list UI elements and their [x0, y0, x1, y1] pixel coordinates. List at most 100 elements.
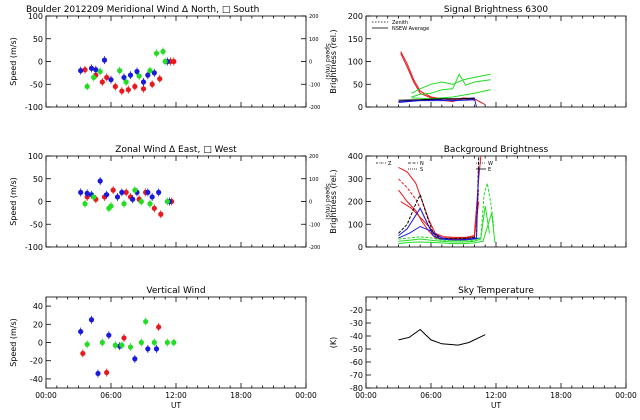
sky-frame: [365, 296, 627, 389]
vertical-point: [127, 344, 134, 350]
meridional-point: [104, 74, 110, 81]
meridional-point: [162, 58, 168, 65]
sky-xlabel: UT: [491, 401, 501, 410]
signal-series-line: [398, 98, 475, 101]
background-series-line: [398, 167, 480, 241]
zonal-point: [78, 189, 84, 195]
vertical-point: [171, 339, 177, 346]
meridional-title: Boulder 2012209 Meridional Wind Δ North,…: [26, 5, 259, 15]
meridional-point: [125, 87, 131, 93]
vertical-point: [119, 342, 125, 348]
sky-ytick-label: -60: [350, 358, 363, 367]
zonal-ytick-label: 0: [38, 198, 43, 207]
background-series-line: [398, 206, 490, 243]
meridional-point: [153, 50, 160, 56]
meridional-point: [134, 68, 140, 75]
sky-ytick-label: -70: [350, 371, 363, 380]
zonal-point: [138, 198, 144, 205]
legend-zenith-label: Zenith: [392, 20, 408, 26]
vertical-point: [80, 350, 86, 357]
meridional-point: [127, 72, 134, 78]
zonal-point: [151, 205, 157, 211]
zonal-ylabel: Speed (m/s): [9, 177, 18, 226]
background-title: Background Brightness: [444, 145, 549, 155]
meridional-ytick-right-label: 0: [309, 60, 312, 66]
legend-label: W: [488, 161, 493, 167]
legend-label: E: [488, 167, 491, 173]
zonal-point: [123, 189, 129, 195]
meridional-ylabel: Speed (m/s): [9, 37, 18, 86]
sky-ylabel: (K): [329, 337, 338, 349]
zonal-ytick-label: -50: [30, 220, 43, 229]
meridional-ytick-label: 50: [33, 35, 43, 44]
meridional-point: [112, 83, 118, 90]
vertical-ytick-label: -40: [30, 375, 43, 384]
background-series-line: [398, 212, 496, 245]
zonal-point: [164, 198, 170, 205]
sky-ytick-label: -30: [350, 319, 363, 328]
meridional-point: [84, 83, 90, 90]
vertical-xtick-label: 06:00: [100, 391, 122, 400]
meridional-point: [117, 68, 123, 74]
zonal-point: [114, 194, 121, 200]
meridional-point: [91, 74, 97, 81]
vertical-xtick-label: 00:00: [295, 391, 317, 400]
vertical-xtick-label: 18:00: [230, 391, 252, 400]
background-series-line: [398, 155, 482, 238]
meridional-point: [132, 83, 138, 90]
meridional-point: [136, 73, 142, 79]
meridional-point: [121, 74, 127, 81]
zonal-ytick-right-label: -200: [309, 245, 320, 251]
meridional-point: [88, 65, 95, 71]
zonal-point: [132, 187, 138, 193]
meridional-point: [119, 88, 125, 94]
sky-ytick-label: -80: [350, 384, 363, 393]
signal-series-line: [398, 99, 475, 103]
legend-label: Z: [388, 161, 392, 167]
meridional-point: [149, 81, 155, 87]
zonal-point: [82, 201, 88, 207]
vertical-ylabel: Speed (m/s): [9, 318, 18, 367]
sky-xtick-label: 00:00: [355, 391, 377, 400]
zonal-chart: Zonal Wind Δ East, □ West -100 -50 0 50 100 -2…: [9, 145, 331, 252]
vertical-point: [78, 328, 84, 335]
sky-ytick-label: -40: [350, 332, 363, 341]
vertical-point: [112, 342, 118, 348]
signal-ytick-label: 200: [348, 12, 363, 21]
zonal-point: [121, 201, 127, 207]
zonal-ytick-right-label: -100: [309, 222, 320, 228]
sky-xtick-label: 00:00: [615, 391, 637, 400]
meridional-ytick-label: 100: [28, 12, 43, 21]
meridional-point: [140, 86, 147, 92]
meridional-point: [145, 72, 151, 78]
vertical-title: Vertical Wind: [146, 286, 205, 296]
signal-series-line: [411, 89, 491, 100]
sky-xtick-label: 18:00: [550, 391, 572, 400]
background-series-line: [398, 155, 480, 239]
background-ytick-label: 200: [348, 198, 363, 207]
vertical-xlabel: UT: [171, 401, 181, 410]
vertical-point: [138, 339, 144, 346]
zonal-ytick-label: -100: [25, 243, 43, 252]
meridional-point: [157, 76, 163, 82]
signal-ytick-label: 50: [353, 80, 363, 89]
zonal-ytick-right-label: 100: [309, 177, 319, 183]
background-series-line: [398, 225, 481, 241]
vertical-point: [151, 339, 157, 346]
zonal-point: [108, 203, 114, 209]
meridional-ytick-label: 0: [38, 58, 43, 67]
background-series-line: [398, 183, 495, 242]
zonal-point: [84, 190, 90, 196]
meridional-point: [140, 79, 147, 85]
vertical-point: [95, 370, 101, 377]
vertical-point: [104, 369, 110, 376]
sky-xtick-label: 06:00: [420, 391, 442, 400]
meridional-point: [82, 67, 88, 73]
signal-title: Signal Brightness 6300: [444, 5, 548, 15]
zonal-ytick-label: 50: [33, 175, 43, 184]
zonal-ytick-right-label: 200: [309, 154, 319, 160]
signal-series-line: [400, 53, 475, 103]
zonal-point: [91, 194, 97, 200]
